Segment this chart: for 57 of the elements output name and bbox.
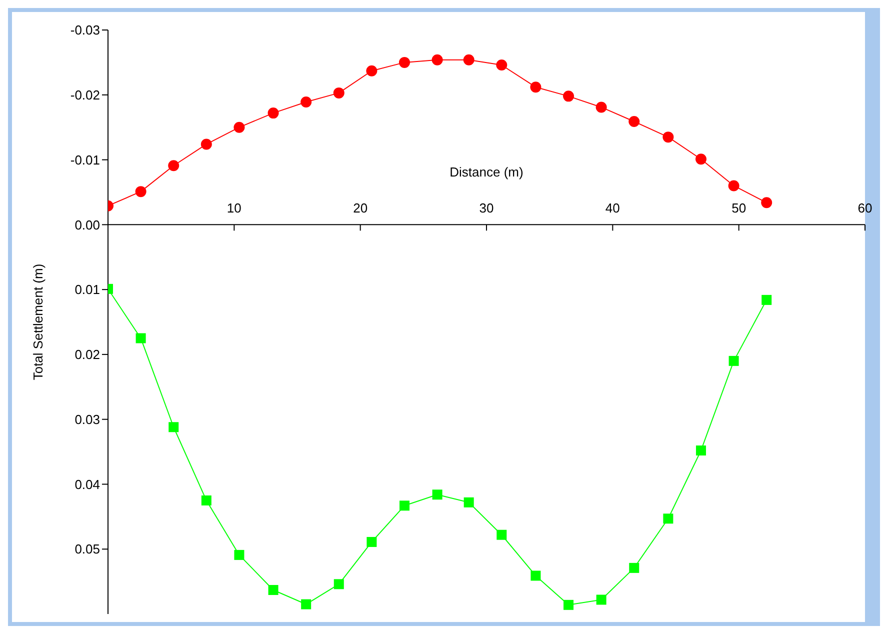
point — [168, 160, 180, 172]
point — [234, 550, 244, 560]
y-tick-label: -0.03 — [70, 22, 100, 38]
point — [629, 562, 640, 573]
point — [399, 500, 410, 511]
point — [432, 490, 442, 500]
point — [333, 87, 344, 98]
point — [168, 422, 179, 432]
x-tick-label: 10 — [226, 200, 242, 216]
point — [563, 90, 574, 102]
point — [268, 584, 278, 595]
point — [530, 570, 541, 581]
x-axis-title: Distance (m) — [450, 164, 524, 180]
x-tick-label: 60 — [858, 200, 872, 216]
point — [496, 530, 507, 540]
y-tick-label: 0.02 — [74, 347, 100, 362]
point — [135, 186, 146, 198]
point — [268, 108, 279, 119]
x-tick-label: 20 — [353, 200, 368, 216]
y-tick-label: -0.01 — [70, 152, 100, 168]
point — [234, 122, 245, 133]
point — [301, 599, 312, 610]
y-tick-label: 0.05 — [74, 542, 100, 557]
point — [366, 65, 378, 76]
point — [398, 56, 410, 68]
point — [463, 54, 474, 66]
x-tick-label: 50 — [732, 200, 746, 216]
point — [761, 197, 772, 208]
point — [464, 497, 474, 508]
point — [662, 132, 674, 143]
point — [695, 154, 706, 165]
point — [628, 116, 640, 127]
y-tick-label: 0.03 — [74, 412, 100, 427]
point — [200, 138, 212, 150]
y-tick-label: 0.04 — [74, 476, 100, 492]
point — [432, 54, 443, 66]
y-tick-label: 0.00 — [74, 217, 100, 232]
point — [334, 579, 344, 590]
point — [663, 514, 674, 524]
point — [596, 102, 607, 113]
point — [136, 333, 146, 344]
point — [728, 180, 740, 192]
y-tick-label: -0.02 — [70, 88, 100, 103]
point — [300, 96, 312, 108]
x-tick-label: 30 — [479, 200, 494, 216]
point — [496, 60, 508, 71]
point — [201, 495, 212, 506]
point — [762, 294, 772, 305]
x-tick-label: 40 — [605, 200, 620, 216]
point — [530, 82, 542, 93]
y-tick-label: 0.01 — [74, 282, 100, 298]
y-axis-title: Total Settlement (m) — [30, 264, 46, 380]
point — [564, 600, 574, 610]
point — [596, 594, 606, 605]
point — [728, 356, 739, 366]
point — [696, 445, 706, 456]
point — [366, 536, 377, 547]
